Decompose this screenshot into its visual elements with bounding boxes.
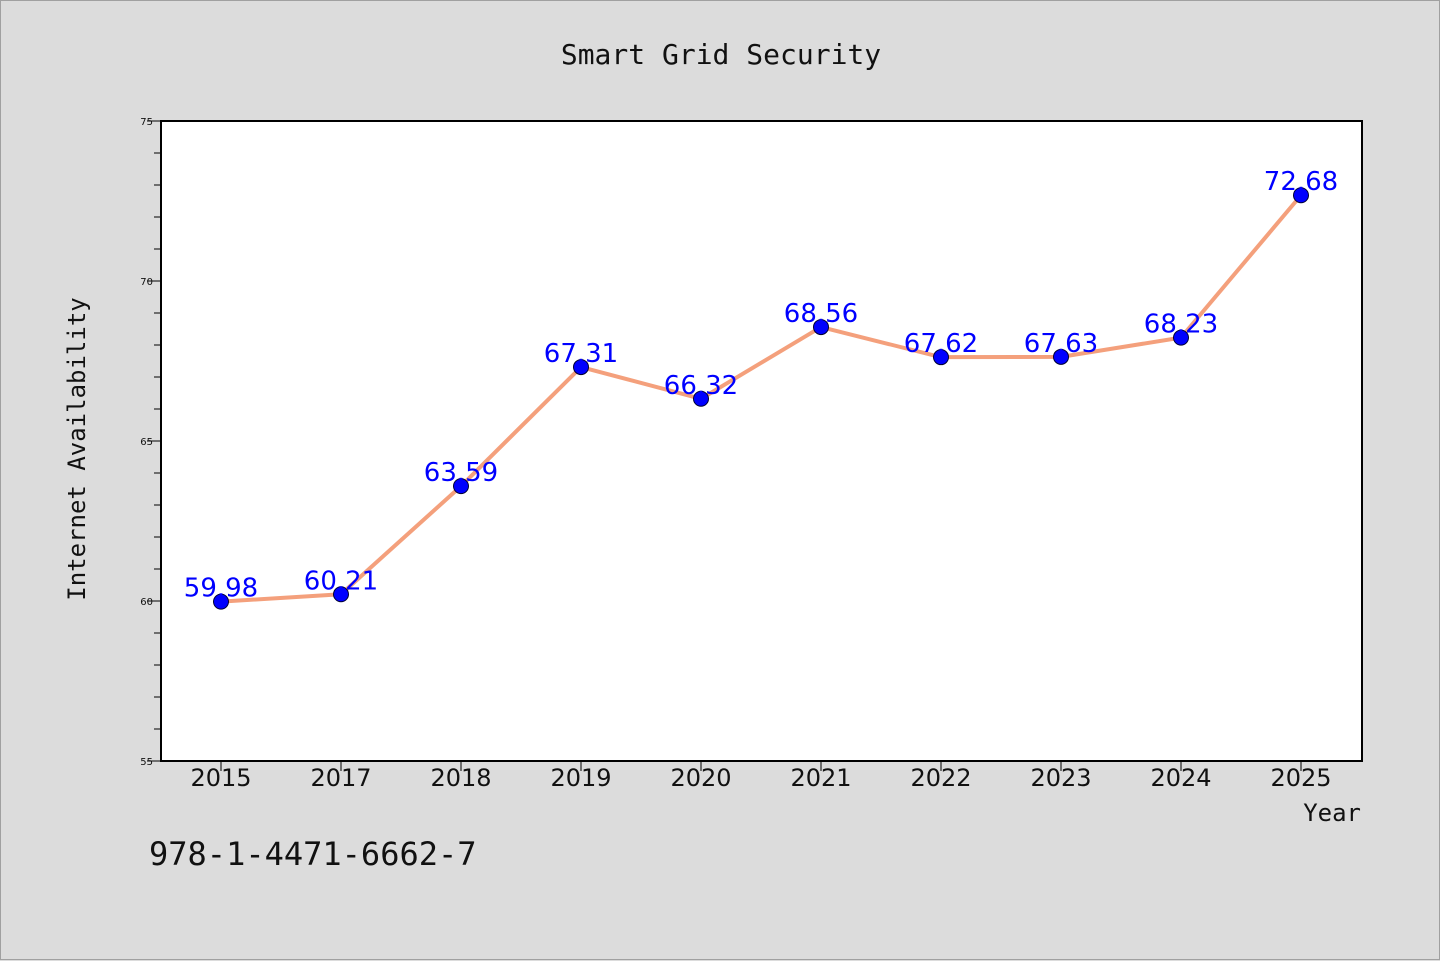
x-tick-label: 2025: [1270, 764, 1331, 792]
data-label: 68.23: [1144, 310, 1218, 340]
data-label: 72.68: [1264, 167, 1338, 197]
x-tick-label: 2022: [910, 764, 971, 792]
data-point: [813, 319, 829, 336]
data-point: [1293, 187, 1309, 204]
x-tick-label: 2021: [790, 764, 851, 792]
series-line: [219, 193, 1303, 604]
data-point: [333, 586, 349, 603]
x-tick-label: 2023: [1030, 764, 1091, 792]
x-axis-label: Year: [1303, 799, 1361, 827]
data-label: 60.21: [304, 566, 378, 596]
data-label: 63.59: [424, 458, 498, 488]
x-tick-label: 2015: [190, 764, 251, 792]
x-tick-label: 2019: [550, 764, 611, 792]
data-label: 66.32: [664, 371, 738, 401]
data-label: 67.62: [904, 329, 978, 359]
data-label: 67.63: [1024, 329, 1098, 359]
plot-area: [160, 120, 1363, 762]
data-point: [213, 593, 229, 610]
x-axis-ticks: 2015 2017 2018 2019 2020 2021 2022 2023 2024 2025: [190, 761, 1332, 792]
y-axis-label: Internet Availability: [63, 297, 91, 600]
data-point: [453, 478, 469, 495]
x-tick-label: 2017: [310, 764, 371, 792]
y-tick-label: 60: [140, 597, 153, 608]
isbn-text: 978-1-4471-6662-7: [149, 835, 477, 873]
data-point: [693, 390, 709, 407]
data-label: 67.31: [544, 339, 618, 369]
x-tick-label: 2024: [1150, 764, 1211, 792]
data-label: 68.56: [784, 299, 858, 329]
data-label: 59.98: [184, 574, 258, 604]
y-tick-label: 65: [140, 437, 153, 448]
x-tick-label: 2018: [430, 764, 491, 792]
data-point: [933, 349, 949, 366]
data-point: [573, 359, 589, 376]
y-tick-label: 55: [140, 757, 153, 768]
data-point: [1173, 329, 1189, 346]
x-tick-label: 2020: [670, 764, 731, 792]
chart-title: Smart Grid Security: [561, 38, 881, 71]
y-tick-label: 75: [140, 117, 153, 128]
data-labels-layer: 59.98 60.21 63.59 67.31 66.32 68.56 67.62 67.63…: [184, 167, 1338, 603]
y-tick-label: 70: [140, 277, 153, 288]
data-point: [1053, 348, 1069, 365]
y-axis-ticks: 55 60 65 70 75: [140, 117, 161, 768]
series-layer: [213, 187, 1309, 610]
